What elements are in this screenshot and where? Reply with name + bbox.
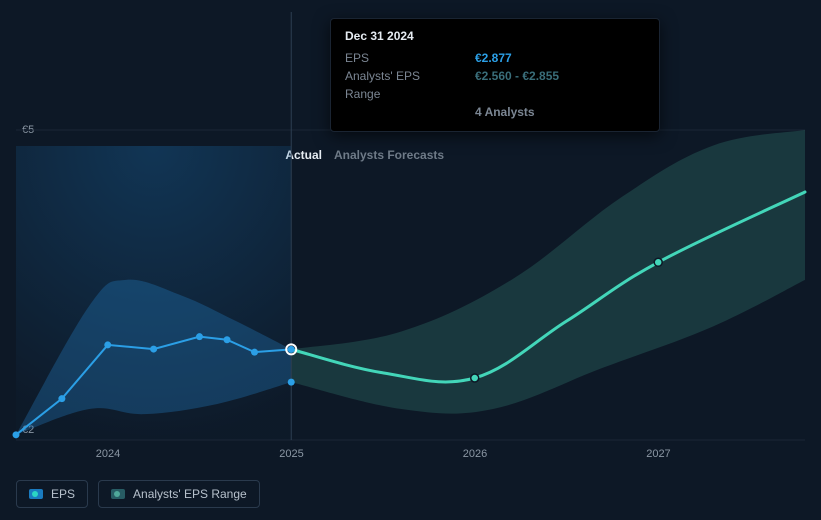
legend: EPS Analysts' EPS Range [16,480,260,508]
legend-swatch-eps-icon [29,489,43,499]
legend-label-eps: EPS [51,487,75,501]
tooltip-range-key: Analysts' EPS Range [345,67,455,103]
tooltip-range-val: €2.560 - €2.855 [475,67,559,103]
tooltip-eps-val: €2.877 [475,49,512,67]
chart-tooltip: Dec 31 2024 EPS €2.877 Analysts' EPS Ran… [330,18,660,132]
legend-item-eps[interactable]: EPS [16,480,88,508]
tooltip-eps-key: EPS [345,49,455,67]
legend-item-range[interactable]: Analysts' EPS Range [98,480,260,508]
tooltip-analysts: 4 Analysts [475,103,645,121]
tooltip-date: Dec 31 2024 [345,29,645,43]
legend-swatch-range-icon [111,489,125,499]
legend-label-range: Analysts' EPS Range [133,487,247,501]
